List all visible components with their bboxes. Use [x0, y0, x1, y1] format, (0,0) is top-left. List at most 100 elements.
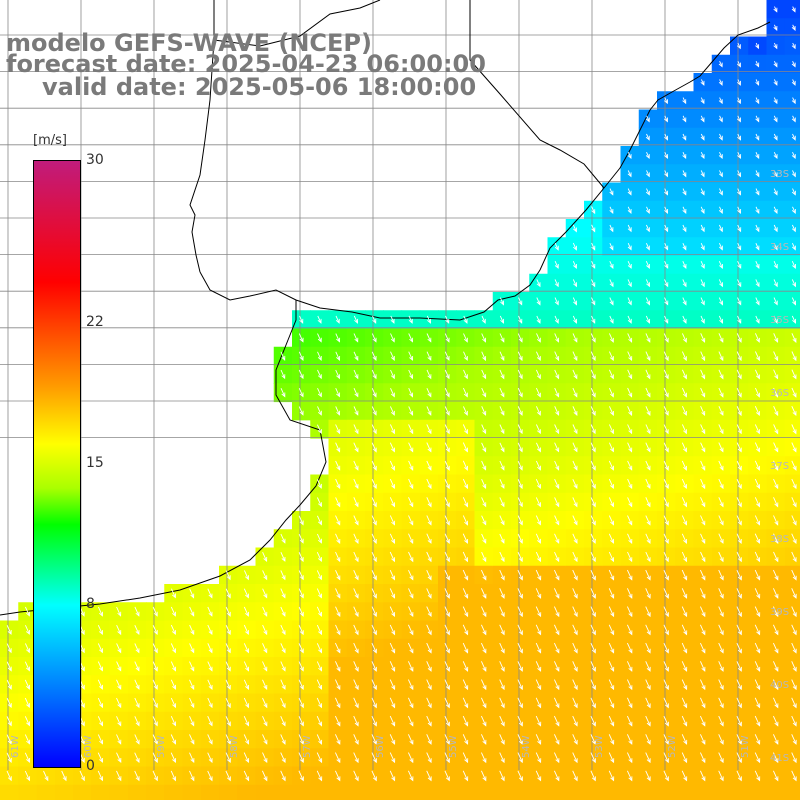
wind-arrow: [772, 642, 779, 654]
wind-arrow: [207, 661, 213, 672]
wind-arrow: [736, 333, 742, 343]
field-cell: [36, 784, 56, 800]
wind-arrow: [554, 261, 559, 269]
wind-arrow: [554, 533, 560, 544]
wind-arrow: [480, 606, 487, 618]
wind-arrow: [608, 661, 615, 672]
wind-arrow: [772, 661, 779, 672]
wind-arrow: [353, 551, 359, 563]
wind-arrow: [773, 406, 779, 417]
wind-arrow: [773, 206, 778, 214]
wind-arrow: [24, 661, 30, 672]
wind-arrow: [97, 697, 103, 709]
wind-arrow: [481, 497, 487, 508]
wind-arrow: [791, 24, 796, 31]
wind-arrow: [572, 679, 578, 691]
wind-arrow: [408, 351, 414, 361]
wind-arrow: [590, 497, 596, 508]
wind-arrow: [572, 697, 578, 709]
wind-arrow: [718, 752, 724, 764]
wind-arrow: [353, 315, 359, 324]
wind-arrow: [700, 224, 705, 233]
wind-arrow: [517, 497, 523, 508]
wind-arrow: [535, 551, 541, 563]
wind-arrow: [663, 478, 669, 490]
wind-arrow: [79, 770, 85, 782]
wind-arrow: [718, 606, 724, 618]
wind-arrow: [280, 570, 286, 581]
wind-arrow: [754, 606, 761, 618]
wind-arrow: [170, 716, 177, 727]
wind-arrow: [681, 679, 688, 691]
wind-arrow: [134, 697, 140, 709]
wind-arrow: [316, 716, 323, 727]
wind-arrow: [408, 315, 413, 324]
wind-arrow: [371, 679, 377, 691]
wind-arrow: [737, 133, 741, 141]
wind-arrow: [335, 606, 341, 618]
wind-arrow: [773, 297, 778, 306]
wind-arrow: [718, 351, 724, 362]
wind-arrow: [664, 152, 669, 160]
wind-arrow: [407, 715, 414, 727]
wind-arrow: [791, 460, 797, 471]
wind-arrow: [262, 570, 268, 581]
field-cell: [182, 784, 202, 800]
wind-arrow: [499, 406, 505, 416]
wind-arrow: [718, 460, 724, 471]
wind-arrow: [791, 606, 797, 618]
wind-arrow: [262, 734, 268, 745]
wind-arrow: [772, 569, 779, 581]
wind-arrow: [372, 315, 377, 324]
wind-arrow: [645, 206, 650, 214]
wind-arrow: [645, 770, 651, 782]
wind-arrow: [791, 588, 797, 599]
longitude-label: 60W: [83, 735, 94, 758]
wind-arrow: [700, 442, 706, 453]
wind-arrow: [699, 715, 706, 727]
wind-arrow: [718, 770, 724, 782]
wind-arrow: [718, 442, 724, 453]
wind-arrow: [590, 697, 596, 709]
wind-arrow: [262, 752, 268, 764]
wind-arrow: [24, 625, 30, 635]
wind-arrow: [608, 351, 614, 362]
wind-arrow: [754, 569, 761, 581]
wind-arrow: [754, 406, 760, 417]
wind-arrow: [554, 369, 560, 380]
wind-arrow: [517, 351, 523, 362]
wind-arrow: [408, 460, 414, 471]
wind-arrow: [791, 387, 797, 398]
wind-arrow: [736, 515, 742, 526]
wind-arrow: [535, 715, 542, 727]
wind-arrow: [553, 624, 560, 636]
wind-arrow: [152, 716, 158, 727]
wind-arrow: [389, 770, 396, 782]
wind-arrow: [554, 424, 560, 435]
wind-arrow: [663, 624, 669, 636]
wind-arrow: [590, 679, 596, 691]
wind-arrow: [298, 369, 304, 380]
wind-arrow: [590, 406, 596, 416]
wind-arrow: [663, 442, 669, 453]
wind-arrow: [663, 369, 669, 380]
wind-arrow: [681, 406, 687, 416]
wind-arrow: [699, 588, 706, 599]
wind-arrow: [24, 716, 30, 727]
wind-arrow: [243, 697, 250, 709]
wind-arrow: [737, 115, 741, 123]
wind-arrow: [316, 661, 323, 672]
wind-arrow: [627, 297, 632, 306]
wind-arrow: [335, 442, 341, 453]
wind-arrow: [535, 569, 542, 581]
wind-arrow: [225, 643, 231, 654]
wind-arrow: [773, 6, 778, 13]
wind-arrow: [298, 679, 304, 690]
wind-arrow: [353, 715, 359, 727]
wind-arrow: [317, 333, 322, 343]
wind-arrow: [791, 661, 797, 672]
wind-arrow: [681, 333, 687, 343]
wind-arrow: [773, 97, 778, 105]
wind-arrow: [554, 442, 560, 453]
wind-arrow: [645, 551, 651, 563]
